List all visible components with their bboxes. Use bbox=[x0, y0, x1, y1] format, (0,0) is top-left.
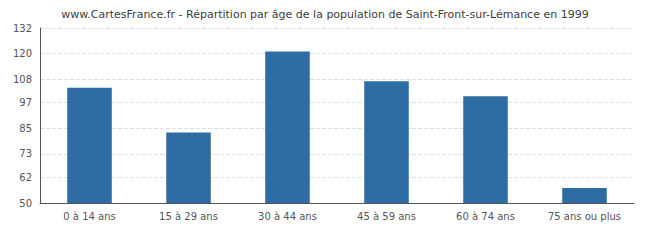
svg-text:0 à 14 ans: 0 à 14 ans bbox=[63, 211, 115, 222]
svg-text:120: 120 bbox=[13, 48, 32, 59]
svg-text:30 à 44 ans: 30 à 44 ans bbox=[258, 211, 317, 222]
svg-text:www.CartesFrance.fr - Répartit: www.CartesFrance.fr - Répartition par âg… bbox=[61, 8, 588, 21]
svg-text:15 à 29 ans: 15 à 29 ans bbox=[159, 211, 218, 222]
svg-text:132: 132 bbox=[13, 23, 32, 34]
svg-text:62: 62 bbox=[19, 172, 32, 183]
svg-text:73: 73 bbox=[19, 148, 32, 159]
svg-text:108: 108 bbox=[13, 74, 32, 85]
svg-text:45 à 59 ans: 45 à 59 ans bbox=[357, 211, 416, 222]
svg-text:60 à 74 ans: 60 à 74 ans bbox=[456, 211, 515, 222]
svg-text:97: 97 bbox=[19, 97, 32, 108]
svg-text:85: 85 bbox=[19, 123, 32, 134]
svg-text:50: 50 bbox=[19, 198, 32, 209]
svg-text:75 ans ou plus: 75 ans ou plus bbox=[548, 211, 621, 222]
